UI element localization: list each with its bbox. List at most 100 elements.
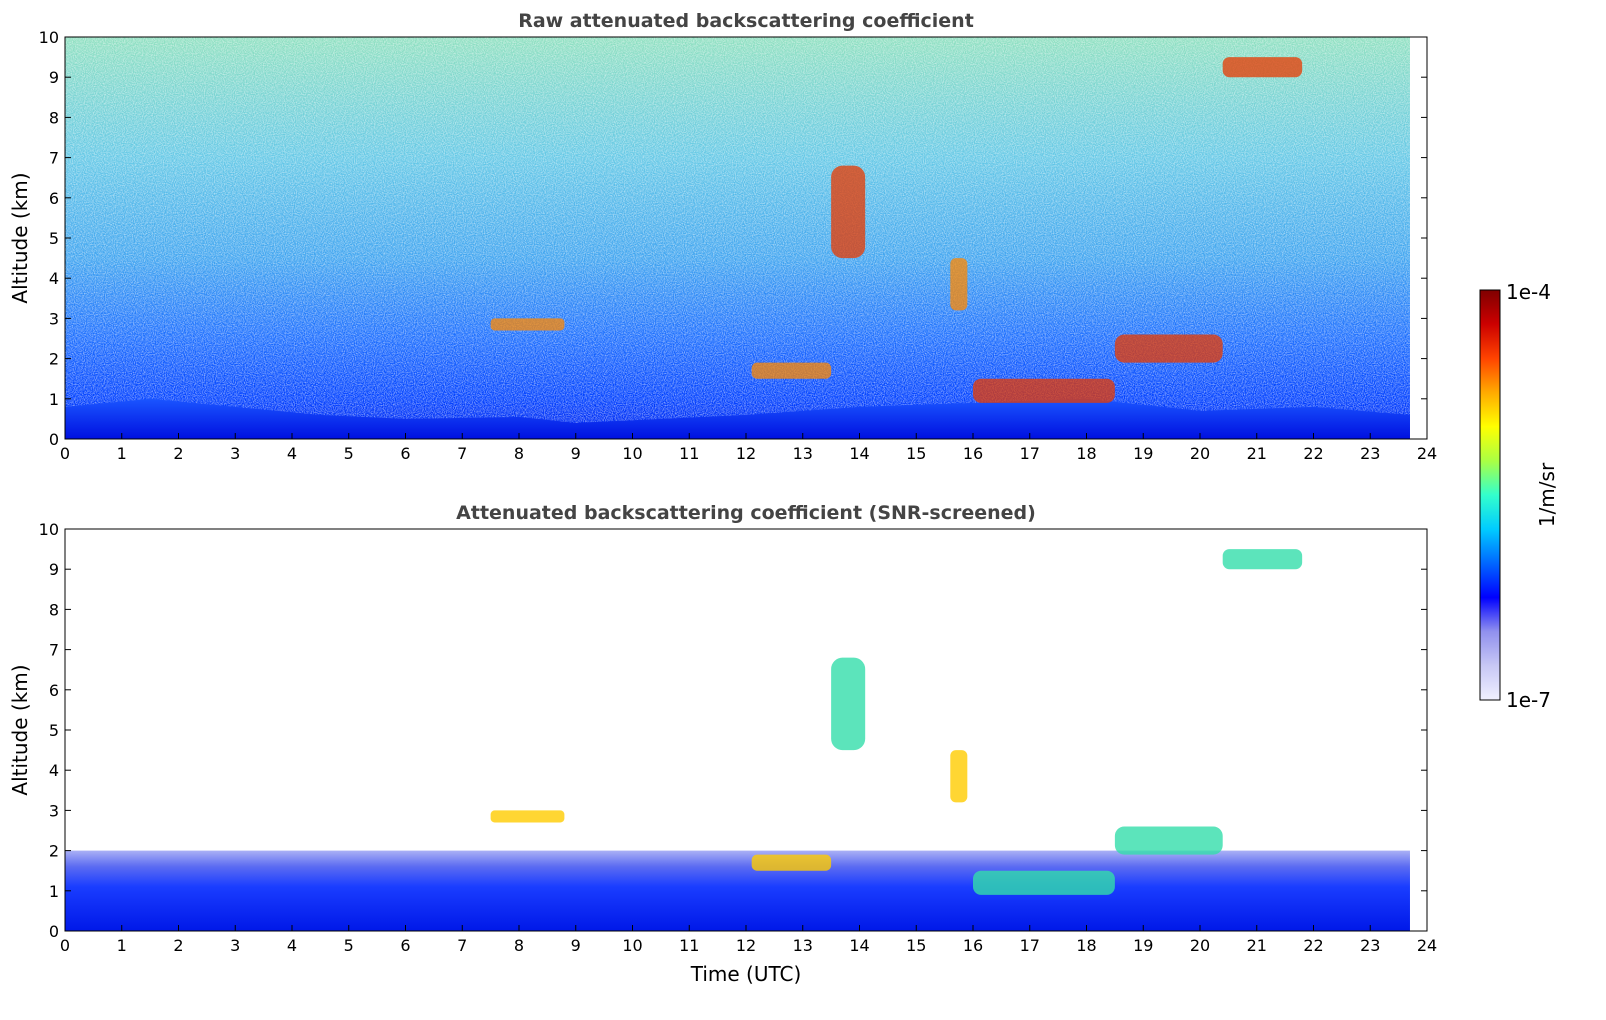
x-tick-label: 24 [1417, 936, 1437, 955]
y-tick-label: 8 [49, 108, 59, 127]
y-tick-label: 10 [39, 520, 59, 539]
y-tick-label: 4 [49, 761, 59, 780]
raw-heatmap [65, 37, 1410, 439]
x-tick-label: 15 [906, 936, 926, 955]
y-tick-label: 0 [49, 922, 59, 941]
x-tick-label: 9 [571, 444, 581, 463]
x-tick-label: 12 [736, 444, 756, 463]
y-tick-label: 5 [49, 229, 59, 248]
y-tick-label: 2 [49, 842, 59, 861]
x-tick-label: 13 [793, 936, 813, 955]
x-tick-label: 9 [571, 936, 581, 955]
cloud-layer [1222, 57, 1303, 78]
cloud-layer [490, 318, 565, 331]
raw-backscatter-panel: Raw attenuated backscattering coefficien… [8, 10, 1437, 463]
raw-y-axis-label: Altitude (km) [8, 172, 32, 303]
x-tick-label: 23 [1360, 936, 1380, 955]
boundary-layer [65, 398, 1410, 439]
colorbar-max-label: 1e-4 [1506, 280, 1551, 304]
cloud-layer [1114, 334, 1223, 363]
x-tick-label: 7 [457, 936, 467, 955]
x-tick-label: 3 [230, 444, 240, 463]
screened-y-axis-label: Altitude (km) [8, 664, 32, 795]
y-tick-label: 8 [49, 600, 59, 619]
x-tick-label: 20 [1190, 936, 1210, 955]
x-tick-label: 0 [60, 444, 70, 463]
screened-cloud [751, 854, 832, 871]
x-tick-label: 8 [514, 936, 524, 955]
screened-cloud [490, 810, 565, 823]
y-tick-label: 7 [49, 149, 59, 168]
y-tick-label: 1 [49, 882, 59, 901]
x-tick-label: 14 [849, 936, 869, 955]
screened-cloud [831, 657, 866, 751]
x-tick-label: 1 [117, 936, 127, 955]
x-tick-label: 14 [849, 444, 869, 463]
x-tick-label: 12 [736, 936, 756, 955]
x-tick-label: 11 [679, 444, 699, 463]
screened-chart-title: Attenuated backscattering coefficient (S… [456, 502, 1036, 524]
colorbar-unit-label: 1/m/sr [1535, 462, 1559, 527]
x-tick-label: 5 [344, 444, 354, 463]
x-tick-label: 15 [906, 444, 926, 463]
x-tick-label: 18 [1076, 444, 1096, 463]
screened-cloud [1222, 549, 1303, 570]
x-tick-label: 23 [1360, 444, 1380, 463]
screened-cloud [973, 870, 1115, 895]
y-tick-label: 4 [49, 269, 59, 288]
cloud-layer [973, 378, 1115, 403]
cloud-layer [831, 165, 866, 259]
x-tick-label: 20 [1190, 444, 1210, 463]
x-tick-label: 16 [963, 936, 983, 955]
x-tick-label: 24 [1417, 444, 1437, 463]
screened-cloud [950, 750, 968, 803]
x-tick-label: 13 [793, 444, 813, 463]
screened-heatmap [65, 549, 1410, 931]
y-tick-label: 10 [39, 28, 59, 47]
x-tick-label: 1 [117, 444, 127, 463]
x-tick-label: 5 [344, 936, 354, 955]
y-tick-label: 0 [49, 430, 59, 449]
x-tick-label: 7 [457, 444, 467, 463]
x-axis-label: Time (UTC) [690, 962, 802, 986]
x-tick-label: 22 [1303, 444, 1323, 463]
y-tick-label: 6 [49, 681, 59, 700]
cloud-layer [751, 362, 832, 379]
x-tick-label: 10 [622, 936, 642, 955]
x-tick-label: 6 [400, 936, 410, 955]
x-tick-label: 2 [173, 936, 183, 955]
x-tick-label: 0 [60, 936, 70, 955]
x-tick-label: 17 [1020, 936, 1040, 955]
y-tick-label: 3 [49, 309, 59, 328]
x-tick-label: 19 [1133, 444, 1153, 463]
x-tick-label: 4 [287, 936, 297, 955]
screened-signal [65, 850, 1410, 931]
x-tick-label: 3 [230, 936, 240, 955]
x-tick-label: 11 [679, 936, 699, 955]
screened-backscatter-panel: Attenuated backscattering coefficient (S… [8, 502, 1437, 986]
x-tick-label: 2 [173, 444, 183, 463]
y-tick-label: 2 [49, 350, 59, 369]
screened-axes: 0 1 2 3 4 5 6 7 8 9 10 11 12 13 14 15 16 17 18 19 20 21 22 23 24… [39, 520, 1438, 955]
y-tick-label: 7 [49, 641, 59, 660]
y-tick-label: 1 [49, 390, 59, 409]
x-tick-label: 21 [1247, 936, 1267, 955]
x-tick-label: 4 [287, 444, 297, 463]
raw-chart-title: Raw attenuated backscattering coefficien… [518, 10, 974, 32]
x-tick-label: 22 [1303, 936, 1323, 955]
colorbar-min-label: 1e-7 [1506, 688, 1551, 712]
x-tick-label: 8 [514, 444, 524, 463]
x-tick-label: 19 [1133, 936, 1153, 955]
cloud-layer [950, 258, 968, 311]
y-tick-label: 9 [49, 560, 59, 579]
screened-cloud [1114, 826, 1223, 855]
colorbar: 1e-4 1e-7 1/m/sr [1479, 280, 1559, 712]
x-tick-label: 21 [1247, 444, 1267, 463]
x-tick-label: 6 [400, 444, 410, 463]
raw-noise-overlay [65, 37, 1410, 439]
raw-axes: 0 1 2 3 4 5 6 7 8 9 10 11 12 13 14 15 16 17 18 19 20 21 22 23 24… [39, 28, 1438, 463]
y-tick-label: 3 [49, 801, 59, 820]
x-tick-label: 16 [963, 444, 983, 463]
y-tick-label: 6 [49, 189, 59, 208]
